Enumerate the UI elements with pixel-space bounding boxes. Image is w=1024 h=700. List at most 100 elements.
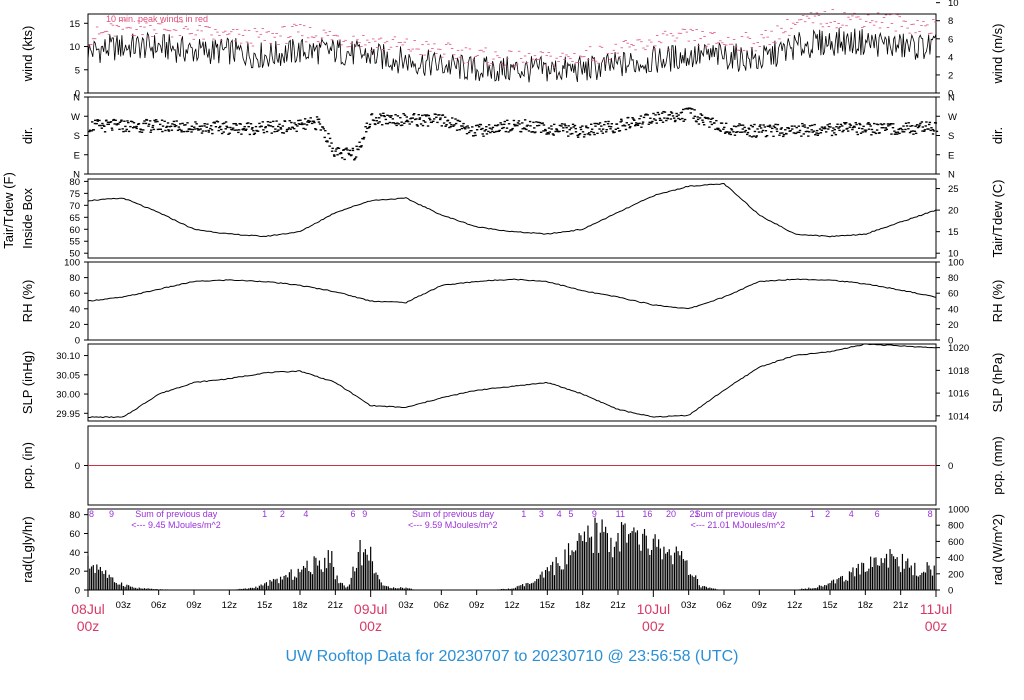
dir-point [288, 120, 291, 122]
panel-frame-wind [87, 13, 937, 94]
dir-point [397, 123, 400, 125]
dir-point [869, 125, 872, 127]
dir-point [404, 120, 408, 123]
dir-point [400, 124, 404, 126]
dir-point [342, 149, 346, 151]
dir-point [309, 117, 312, 119]
dir-point [921, 130, 924, 132]
dir-point [210, 129, 214, 131]
ytick-label-left-temp: 80 [69, 177, 80, 188]
dir-point [762, 124, 765, 126]
dir-point [301, 123, 304, 126]
dir-point [124, 130, 127, 132]
dir-point [358, 145, 361, 148]
dir-point [132, 126, 136, 128]
dir-point [775, 128, 779, 130]
dir-point [686, 108, 690, 110]
dir-point [910, 130, 913, 133]
dir-point [260, 125, 263, 128]
ytick-label-left-temp: 75 [69, 189, 80, 200]
dir-point [838, 126, 841, 128]
dir-point [806, 130, 809, 133]
dir-point [405, 116, 408, 118]
dir-point [699, 113, 702, 115]
dir-point [882, 126, 885, 129]
dir-point [383, 115, 386, 118]
dir-point [443, 116, 447, 118]
dir-point [235, 129, 238, 131]
dir-point [318, 123, 322, 125]
dir-point [166, 125, 169, 128]
dir-point [792, 132, 796, 134]
dir-point [93, 119, 97, 122]
dir-point [729, 133, 733, 136]
dir-point [188, 128, 191, 130]
rad-annotation-line2-2: <--- 21.01 MJoules/m^2 [691, 520, 786, 530]
dir-point [544, 128, 547, 131]
day-label-date: 09Jul [354, 601, 387, 617]
dir-point [625, 122, 629, 124]
dir-point [562, 127, 565, 129]
dir-point [662, 110, 665, 113]
dir-point [93, 122, 97, 125]
dir-point [907, 122, 910, 124]
dir-point [737, 125, 740, 127]
dir-point [780, 127, 783, 129]
dir-point [127, 130, 131, 133]
dir-point [857, 127, 861, 129]
dir-point [647, 123, 651, 125]
dir-point [824, 131, 828, 133]
dir-point [477, 126, 481, 128]
dir-point [579, 128, 583, 131]
dir-point [856, 133, 860, 136]
dir-point [878, 132, 881, 134]
dir-point [315, 116, 319, 118]
dir-point [914, 132, 918, 135]
dir-point [204, 130, 208, 132]
dir-point [824, 127, 827, 130]
dir-point [177, 126, 181, 128]
dir-point [844, 123, 847, 125]
dir-point [733, 134, 737, 136]
dir-point [460, 125, 463, 127]
dir-point [282, 132, 286, 134]
dir-point [715, 119, 718, 122]
dir-point [589, 123, 593, 125]
dir-point [827, 125, 831, 128]
dir-point [864, 131, 867, 133]
ytick-label-right-rh: 20 [948, 320, 959, 331]
ytick-label-left-rh: 60 [69, 289, 80, 300]
dir-point [899, 127, 903, 130]
dir-point [576, 134, 579, 137]
dir-point [631, 117, 634, 119]
dir-point [458, 120, 462, 123]
rad-hour-mark: 8 [89, 509, 94, 519]
dir-point [411, 117, 415, 119]
dir-point [195, 123, 198, 125]
dir-point [353, 157, 357, 160]
dir-point [190, 131, 193, 133]
dir-point [915, 124, 919, 126]
dir-point [835, 126, 838, 128]
dir-point [382, 115, 386, 117]
dir-point [247, 122, 250, 124]
dir-point [776, 123, 780, 126]
dir-point [235, 124, 238, 126]
dir-point [222, 122, 226, 124]
dir-point [703, 116, 707, 119]
dir-point [798, 131, 801, 134]
dir-point [429, 119, 432, 121]
panel-frame-slp [87, 343, 937, 422]
dir-point [882, 123, 886, 125]
dir-point [112, 118, 116, 121]
dir-point [675, 112, 678, 115]
dir-point [901, 129, 904, 131]
dir-point [598, 128, 601, 130]
dir-point [406, 119, 409, 122]
dir-point [145, 119, 149, 121]
dir-point [251, 126, 254, 129]
dir-point [905, 125, 909, 127]
dir-point [767, 125, 770, 128]
dir-point [381, 124, 384, 126]
dir-point [415, 118, 418, 120]
